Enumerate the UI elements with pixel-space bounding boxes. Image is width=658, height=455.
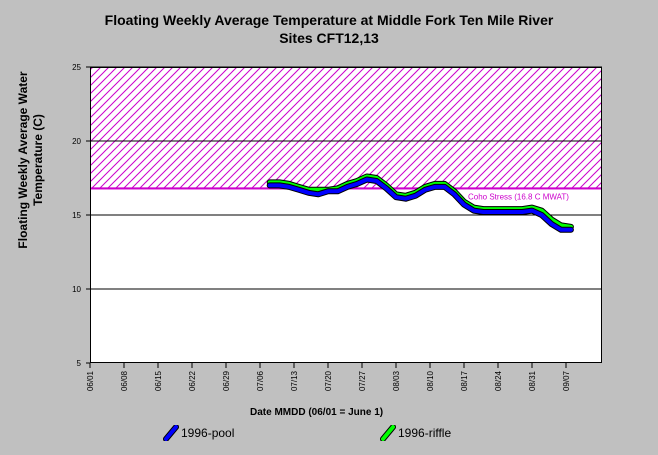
x-tick-label-08-10: 08/10	[426, 370, 435, 391]
x-tick-label-06-08: 06/08	[120, 370, 129, 391]
chart-title: Floating Weekly Average Temperature at M…	[0, 11, 658, 47]
x-axis-label: Date MMDD (06/01 = June 1)	[250, 407, 384, 418]
legend-item-riffle: 1996-riffle	[380, 425, 451, 441]
x-tick-label-07-13: 07/13	[290, 370, 299, 391]
legend-item-pool: 1996-pool	[163, 425, 234, 441]
y-tick-labels: 5 10 15 20 25	[72, 63, 81, 368]
x-tick-label-08-03: 08/03	[392, 370, 401, 391]
x-tick-label-06-29: 06/29	[222, 370, 231, 391]
stress-band-label: Coho Stress (16.8 C MWAT)	[468, 192, 569, 201]
y-tick-label-15: 15	[72, 211, 81, 220]
legend-swatch-pool	[163, 425, 179, 441]
series-line-1996-pool	[267, 177, 573, 232]
legend-label-riffle: 1996-riffle	[398, 426, 452, 440]
series-group	[266, 173, 574, 233]
y-tick-label-5: 5	[77, 359, 82, 368]
x-tick-label-06-15: 06/15	[154, 370, 163, 391]
chart-title-line2: Sites CFT12,13	[279, 30, 379, 46]
x-tick-label-06-01: 06/01	[86, 370, 95, 391]
stress-band	[90, 67, 602, 190]
y-tick-label-20: 20	[72, 137, 81, 146]
x-tick-label-08-17: 08/17	[460, 370, 469, 391]
x-tick-label-06-22: 06/22	[188, 370, 197, 391]
chart-title-line1: Floating Weekly Average Temperature at M…	[104, 12, 554, 28]
x-tick-label-07-06: 07/06	[256, 370, 265, 391]
stress-band-hatch	[90, 67, 602, 189]
plot-frame	[90, 67, 602, 363]
x-tick-label-08-31: 08/31	[528, 370, 537, 391]
x-tick-label-08-24: 08/24	[494, 370, 503, 391]
axes	[86, 66, 602, 368]
x-tick-label-07-27: 07/27	[358, 370, 367, 391]
x-tick-label-07-20: 07/20	[324, 370, 333, 391]
legend-label-pool: 1996-pool	[181, 426, 235, 440]
legend-swatch-riffle	[380, 425, 396, 441]
y-tick-label-25: 25	[72, 63, 81, 72]
x-tick-labels: 06/01 06/08 06/15 06/22 06/29 07/06 07/13 07/20…	[86, 370, 571, 391]
x-tick-label-09-07: 09/07	[562, 370, 571, 391]
y-tick-label-10: 10	[72, 285, 81, 294]
